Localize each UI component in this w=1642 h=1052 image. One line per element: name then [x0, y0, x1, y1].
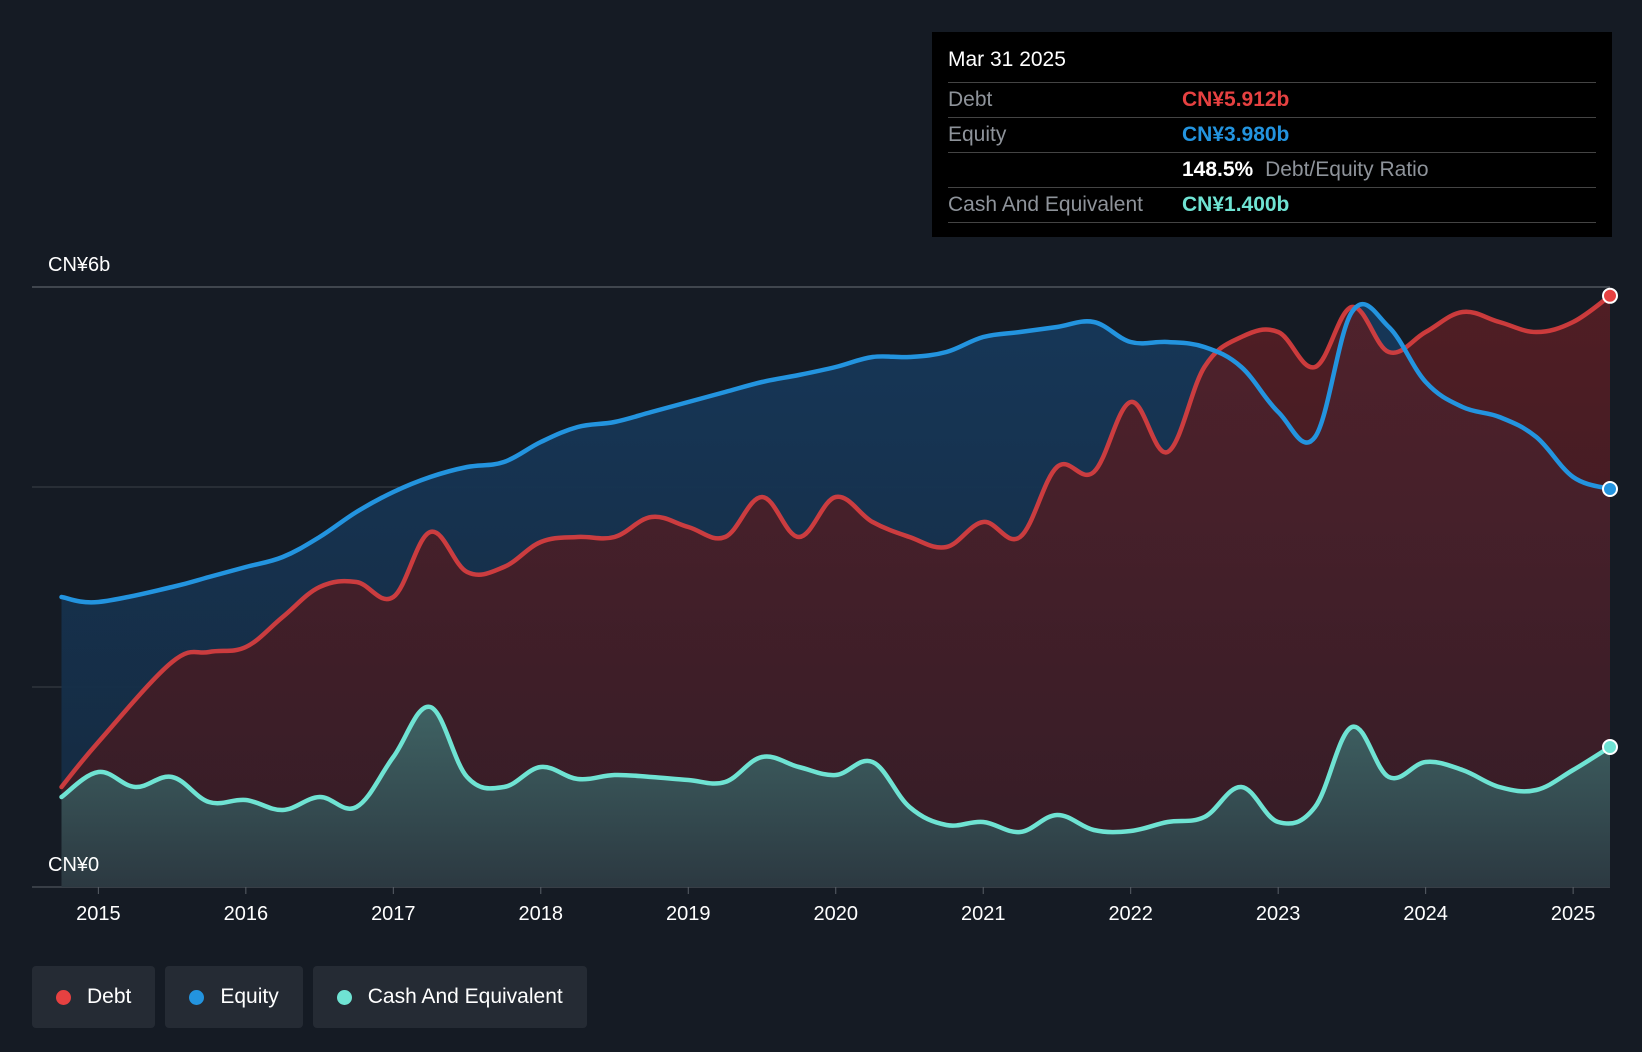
tooltip-row-debt: Debt CN¥5.912b	[948, 83, 1596, 118]
series-lines	[59, 293, 1613, 835]
tooltip-ratio-label: Debt/Equity Ratio	[1265, 158, 1429, 181]
x-tick-label: 2017	[371, 903, 416, 925]
series-end-markers	[1602, 287, 1618, 755]
legend-equity-label: Equity	[220, 985, 279, 1008]
cash-line	[59, 704, 1613, 835]
tooltip-equity-label: Equity	[948, 123, 1007, 146]
tooltip-date: Mar 31 2025	[948, 46, 1596, 83]
x-axis: 2015 2016 2017 2018 2019 2020 2021 2022 2023 2024…	[76, 887, 1595, 925]
equity-end-marker	[1602, 481, 1618, 497]
y-axis-bottom-label: CN¥0	[48, 854, 99, 876]
cash-area	[61, 706, 1610, 887]
legend: Debt Equity Cash And Equivalent	[32, 966, 587, 1028]
legend-item-cash[interactable]: Cash And Equivalent	[312, 966, 587, 1028]
x-tick-label: 2023	[1256, 903, 1301, 925]
tooltip-row-cash: Cash And Equivalent CN¥1.400b	[948, 188, 1596, 223]
debt-end-marker	[1602, 287, 1618, 304]
debt-line	[59, 293, 1613, 790]
tooltip-panel: Mar 31 2025 Debt CN¥5.912b Equity CN¥3.9…	[932, 32, 1612, 237]
legend-debt-label: Debt	[87, 985, 132, 1008]
x-tick-label: 2018	[519, 903, 564, 925]
debt-dot-icon	[56, 989, 71, 1005]
legend-cash-label: Cash And Equivalent	[367, 985, 563, 1008]
tooltip-equity-value: CN¥3.980b	[1182, 123, 1290, 146]
tooltip-row-ratio: 148.5% Debt/Equity Ratio	[948, 153, 1596, 188]
x-tick-label: 2022	[1108, 903, 1153, 925]
tooltip-ratio-value: 148.5%	[1182, 158, 1254, 181]
tooltip-debt-label: Debt	[948, 88, 993, 111]
x-tick-label: 2025	[1551, 903, 1596, 925]
cash-dot-icon	[336, 989, 352, 1005]
x-tick-label: 2016	[224, 903, 269, 925]
tooltip-cash-label: Cash And Equivalent	[948, 193, 1143, 216]
x-tick-label: 2024	[1403, 903, 1448, 925]
cash-end-marker	[1602, 739, 1618, 755]
legend-item-debt[interactable]: Debt	[32, 966, 156, 1028]
equity-line	[59, 302, 1613, 605]
y-axis-top-label: CN¥6b	[48, 254, 110, 276]
tooltip-cash-value: CN¥1.400b	[1182, 193, 1290, 216]
debt-equity-chart: 2015 2016 2017 2018 2019 2020 2021 2022 2023 2024…	[32, 254, 1618, 925]
tooltip-row-equity: Equity CN¥3.980b	[948, 118, 1596, 153]
tooltip-debt-value: CN¥5.912b	[1182, 88, 1290, 111]
x-tick-label: 2015	[76, 903, 121, 925]
tooltip-ratio-spacer	[948, 153, 1182, 187]
x-tick-label: 2021	[961, 903, 1006, 925]
equity-dot-icon	[189, 989, 205, 1005]
x-tick-label: 2019	[666, 903, 711, 925]
x-tick-label: 2020	[813, 903, 858, 925]
legend-item-equity[interactable]: Equity	[165, 966, 303, 1028]
series-areas	[61, 295, 1610, 887]
